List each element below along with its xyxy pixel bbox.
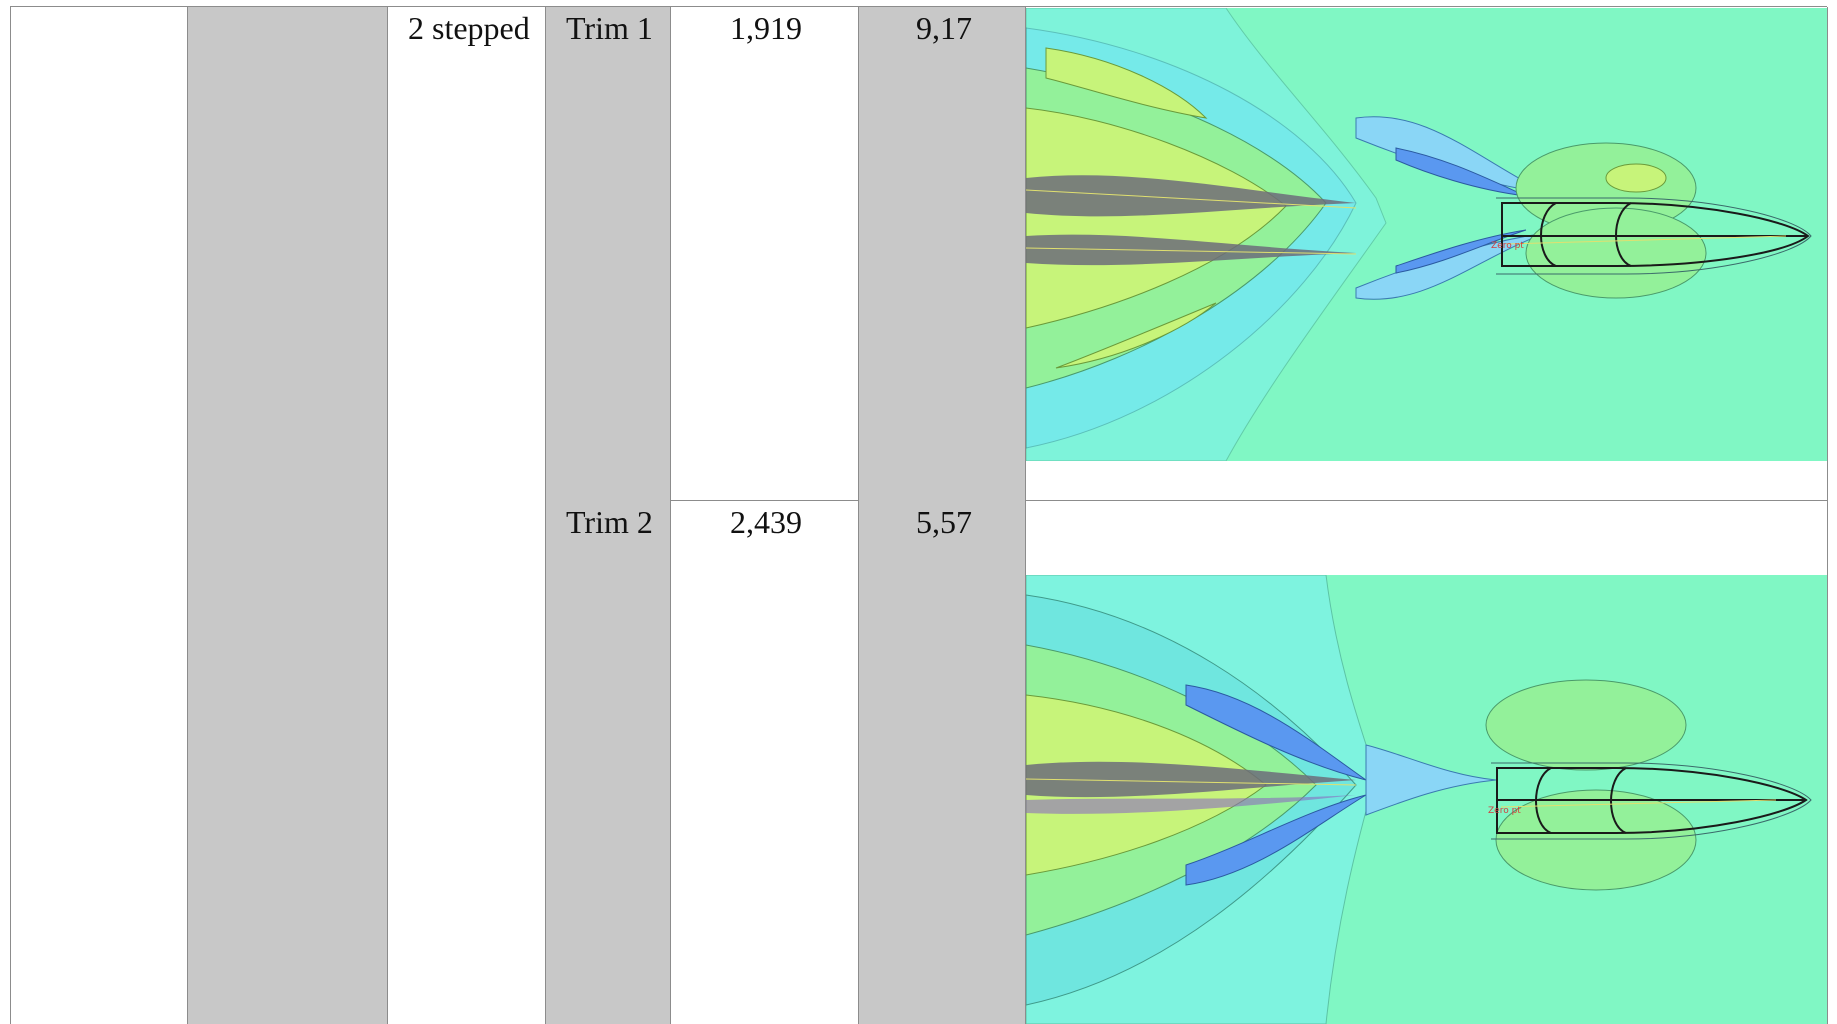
model-label: 2 stepped <box>408 10 530 46</box>
svg-text:Zero pt: Zero pt <box>1488 806 1521 816</box>
col-border <box>858 7 859 1024</box>
col-border <box>670 7 671 1024</box>
col-border <box>1827 7 1828 1024</box>
col-border <box>187 7 188 1024</box>
col-2-empty <box>187 7 387 1024</box>
row-divider <box>1025 500 1827 501</box>
col-3-model <box>387 7 545 1024</box>
col-border <box>545 7 546 1024</box>
col-4-trim <box>545 7 670 1024</box>
row-divider <box>670 500 858 501</box>
value-b-row-2: 5,57 <box>916 504 972 540</box>
trim-label-row-2: Trim 2 <box>566 504 653 540</box>
col-border <box>10 7 11 1024</box>
wave-contour-image: Zero pt <box>1026 8 1827 461</box>
wave-pattern-plot-trim-2: Zero pt <box>1026 575 1827 1024</box>
value-a-row-1: 1,919 <box>730 10 802 46</box>
wave-pattern-plot-trim-1: Zero pt <box>1026 8 1827 461</box>
trim-label-row-1: Trim 1 <box>566 10 653 46</box>
table-top-border <box>10 6 1827 7</box>
value-a-row-2: 2,439 <box>730 504 802 540</box>
col-border <box>387 7 388 1024</box>
value-b-row-1: 9,17 <box>916 10 972 46</box>
col-border <box>1025 7 1026 1024</box>
wave-contour-image: Zero pt <box>1026 575 1827 1024</box>
col-5-value-a <box>670 7 858 1024</box>
col-1-empty <box>10 7 187 1024</box>
svg-text:Zero pt: Zero pt <box>1491 241 1524 251</box>
col-6-value-b <box>858 7 1025 1024</box>
